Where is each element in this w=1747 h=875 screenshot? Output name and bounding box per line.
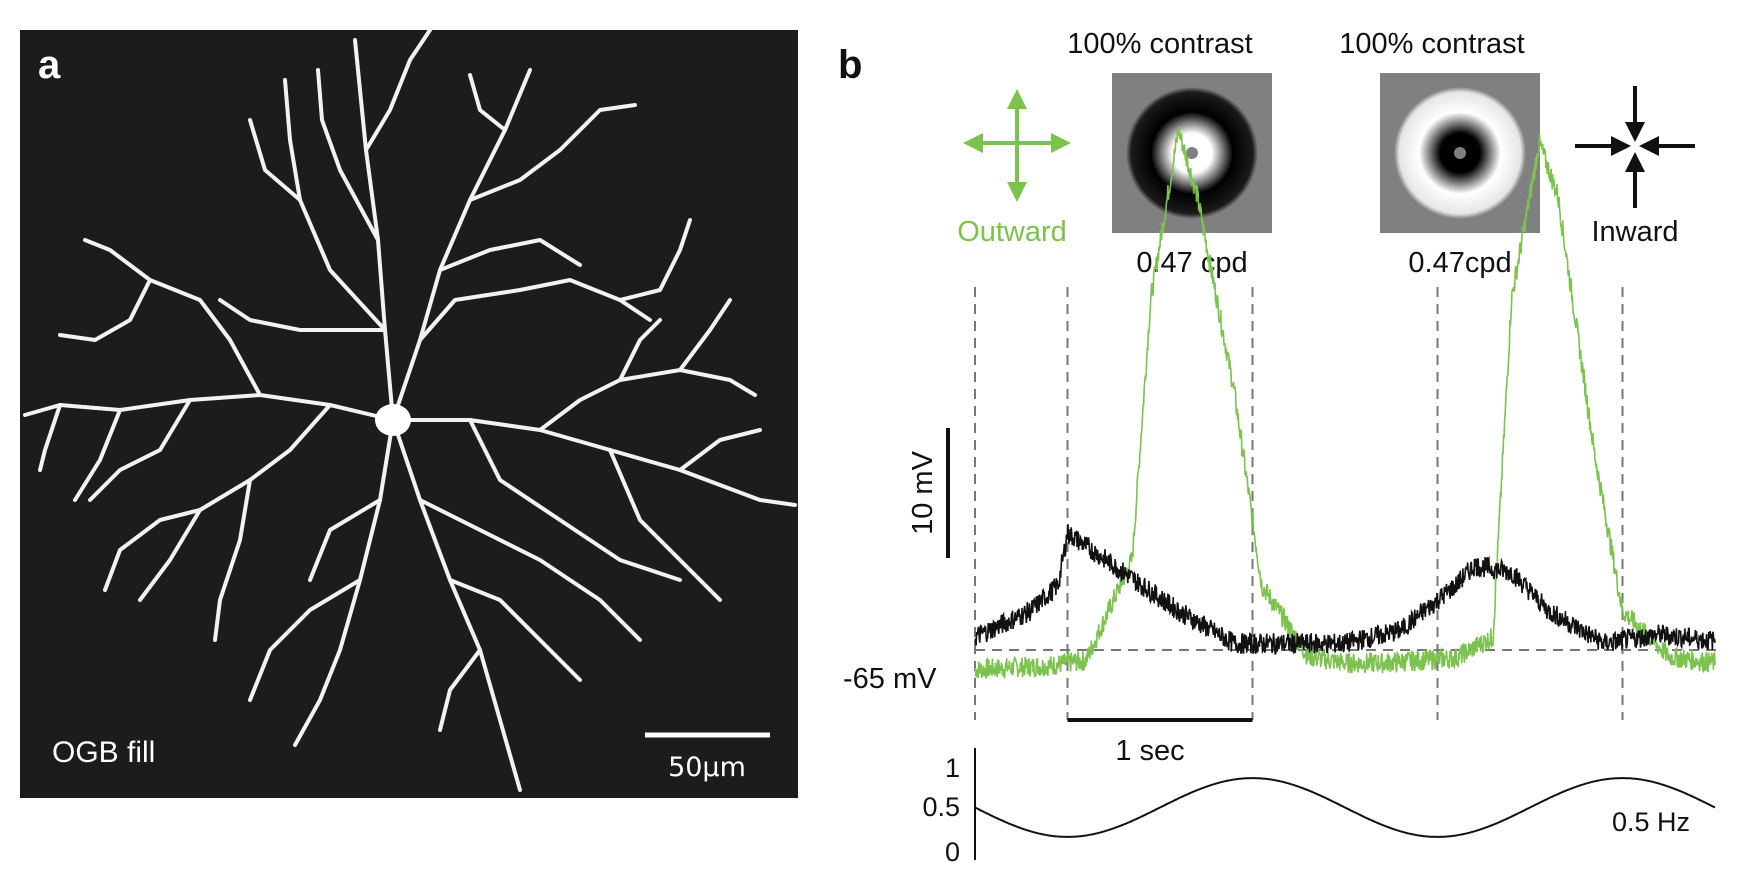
panel-a: a OGB fill 50μm <box>20 28 798 798</box>
outward-label: Outward <box>957 216 1067 248</box>
dendrite <box>73 408 122 502</box>
stimulus-left-center-dot <box>1186 147 1198 159</box>
stimulus-sine-wave <box>974 777 1716 838</box>
membrane-potential-chart: 10 mV -65 mV 1 sec 1 0.5 0 0.5 Hz <box>843 125 1720 867</box>
trace-outward <box>974 125 1716 680</box>
dendrite <box>618 318 662 382</box>
dendrite <box>678 298 732 372</box>
panel-b-label: b <box>838 43 862 87</box>
dendrite <box>316 68 380 242</box>
dendrite <box>618 218 692 302</box>
dendrite <box>248 578 362 702</box>
voltage-scale-bar-label: 10 mV <box>907 450 939 534</box>
dendrite <box>438 238 582 272</box>
dendrite <box>103 508 202 592</box>
dendrite <box>608 448 722 602</box>
dendrite <box>678 428 762 472</box>
dendrite <box>58 278 152 342</box>
dendrite <box>391 418 522 792</box>
dendrite <box>293 418 395 747</box>
dendrite <box>88 398 192 502</box>
dendrite <box>468 73 507 132</box>
stimulus-frequency-label: 0.5 Hz <box>1612 807 1690 837</box>
panel-a-caption: OGB fill <box>52 736 155 769</box>
dendrite <box>418 498 642 642</box>
stimulus-tick-0.5: 0.5 <box>922 792 960 822</box>
stimulus-right-contrast-label: 100% contrast <box>1339 28 1524 60</box>
dendrite <box>418 278 652 342</box>
inward-label: Inward <box>1591 216 1678 248</box>
panel-b: b 100% contrast <box>838 28 1720 867</box>
dendrite <box>538 368 757 432</box>
dendrite <box>438 648 482 732</box>
trace-inward <box>974 524 1716 655</box>
outward-arrows-icon <box>963 89 1071 202</box>
panel-a-label: a <box>38 43 61 87</box>
stimulus-tick-1: 1 <box>945 753 960 783</box>
dendrite <box>308 498 382 582</box>
time-scale-bar-label: 1 sec <box>1115 735 1184 767</box>
dendrite <box>353 38 395 422</box>
inward-arrows-icon <box>1575 86 1695 208</box>
panel-a-scale-bar-label: 50μm <box>668 752 746 783</box>
dendrite <box>468 103 637 202</box>
dendrite <box>218 298 387 332</box>
stimulus-left-frequency-label: 0.47 cpd <box>1136 247 1247 279</box>
stimulus-tick-0: 0 <box>945 837 960 867</box>
dendrite <box>83 238 262 397</box>
stimulus-left-contrast-label: 100% contrast <box>1067 28 1252 60</box>
traces <box>974 125 1716 680</box>
neuron-soma <box>375 404 411 436</box>
dendrite <box>248 118 302 202</box>
dendrite <box>391 68 532 422</box>
dendrite <box>213 478 252 642</box>
dendrite <box>364 28 432 152</box>
stimulus-right-center-dot <box>1454 147 1466 159</box>
dendrite <box>38 403 62 472</box>
dendrite <box>448 578 582 682</box>
neuron-dendrites <box>23 28 797 792</box>
baseline-label: -65 mV <box>843 663 937 695</box>
dendrite <box>468 418 682 582</box>
dendrite <box>138 403 332 602</box>
stimulus-right-frequency-label: 0.47cpd <box>1408 247 1511 279</box>
